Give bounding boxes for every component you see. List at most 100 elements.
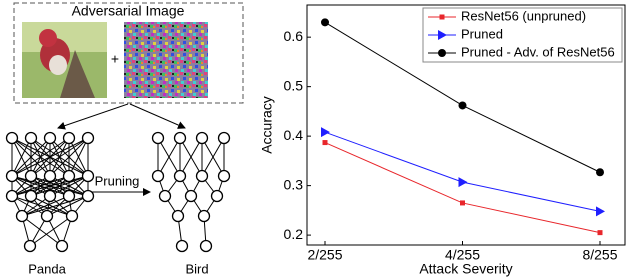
edge bbox=[179, 137, 203, 177]
legend-label: Pruned - Adv. of ResNet56 bbox=[461, 44, 615, 59]
node bbox=[81, 189, 95, 203]
node bbox=[151, 131, 165, 145]
node bbox=[62, 131, 76, 145]
node bbox=[81, 169, 95, 183]
marker bbox=[322, 140, 328, 146]
plot-frame bbox=[306, 4, 626, 246]
legend-label: Pruned bbox=[461, 26, 503, 41]
marker bbox=[597, 230, 603, 236]
edge bbox=[46, 195, 89, 217]
bird-image bbox=[22, 22, 107, 98]
edge bbox=[11, 137, 32, 177]
node bbox=[24, 189, 38, 203]
y-tick-label: 0.3 bbox=[284, 176, 304, 192]
marker bbox=[458, 101, 467, 110]
node bbox=[65, 209, 79, 223]
edge bbox=[49, 175, 89, 197]
node bbox=[43, 189, 57, 203]
node bbox=[5, 169, 19, 183]
node bbox=[5, 131, 19, 145]
edge bbox=[11, 137, 70, 177]
marker bbox=[439, 14, 445, 20]
node bbox=[175, 239, 189, 253]
node bbox=[210, 189, 224, 203]
node bbox=[62, 169, 76, 183]
networks bbox=[5, 131, 231, 253]
y-tick-label: 0.5 bbox=[284, 77, 304, 93]
node bbox=[24, 169, 38, 183]
left-label: Panda bbox=[28, 261, 66, 276]
marker bbox=[596, 206, 605, 217]
y-tick-label: 0.2 bbox=[284, 226, 304, 242]
edge bbox=[11, 195, 48, 217]
edge bbox=[21, 195, 89, 217]
marker bbox=[438, 49, 446, 57]
node bbox=[23, 239, 37, 253]
node bbox=[195, 131, 209, 145]
node bbox=[199, 239, 213, 253]
edge bbox=[11, 137, 89, 177]
legend-box bbox=[422, 7, 623, 63]
edge bbox=[49, 137, 89, 177]
node bbox=[195, 169, 209, 183]
line bbox=[324, 142, 601, 234]
node bbox=[173, 169, 187, 183]
dashed-box bbox=[13, 2, 244, 104]
node bbox=[184, 189, 198, 203]
x-tick-label: 4/255 bbox=[445, 247, 480, 263]
edge bbox=[201, 137, 225, 177]
edge bbox=[11, 195, 73, 217]
legend-label: ResNet56 (unpruned) bbox=[461, 8, 586, 23]
edge bbox=[21, 195, 70, 217]
node bbox=[43, 131, 57, 145]
edge bbox=[30, 137, 89, 177]
edge bbox=[30, 175, 89, 197]
node bbox=[171, 209, 185, 223]
arrow bbox=[129, 103, 186, 129]
edge bbox=[29, 215, 73, 247]
edge bbox=[11, 175, 51, 197]
marker bbox=[458, 177, 468, 188]
diagram-title: Adversarial Image bbox=[72, 3, 185, 19]
node bbox=[62, 189, 76, 203]
node bbox=[15, 209, 29, 223]
edge bbox=[30, 195, 73, 217]
node bbox=[40, 209, 54, 223]
y-tick-label: 0.4 bbox=[284, 127, 304, 143]
node bbox=[158, 189, 172, 203]
marker bbox=[321, 18, 329, 27]
node bbox=[173, 131, 187, 145]
edge bbox=[157, 137, 181, 177]
marker bbox=[460, 200, 465, 206]
marker bbox=[321, 127, 330, 138]
node bbox=[43, 169, 57, 183]
right-label: Bird bbox=[185, 261, 208, 276]
edge bbox=[21, 215, 63, 247]
arrow-label: Pruning bbox=[95, 173, 140, 188]
node bbox=[55, 239, 69, 253]
node bbox=[151, 169, 165, 183]
node bbox=[5, 189, 19, 203]
marker bbox=[596, 168, 604, 177]
node bbox=[217, 131, 231, 145]
node bbox=[197, 209, 211, 223]
arrow bbox=[57, 103, 129, 130]
node bbox=[24, 131, 38, 145]
y-tick-label: 0.6 bbox=[284, 28, 304, 44]
plus: + bbox=[111, 51, 119, 67]
edge bbox=[11, 137, 51, 177]
line bbox=[324, 131, 601, 212]
x-axis-label: Attack Severity bbox=[419, 261, 512, 277]
x-tick-label: 2/255 bbox=[307, 247, 342, 263]
edge bbox=[11, 175, 70, 197]
y-axis-label: Accuracy bbox=[259, 96, 275, 154]
node bbox=[81, 131, 95, 145]
node bbox=[217, 169, 231, 183]
noise-image bbox=[124, 22, 208, 98]
x-tick-label: 8/255 bbox=[582, 247, 617, 263]
edge bbox=[11, 175, 89, 197]
edge bbox=[68, 137, 89, 177]
marker bbox=[438, 30, 447, 40]
chart: 0.2 0.3 0.4 0.5 0.6 2/255 4/255 8/255 Attack Sev… bbox=[259, 4, 626, 277]
